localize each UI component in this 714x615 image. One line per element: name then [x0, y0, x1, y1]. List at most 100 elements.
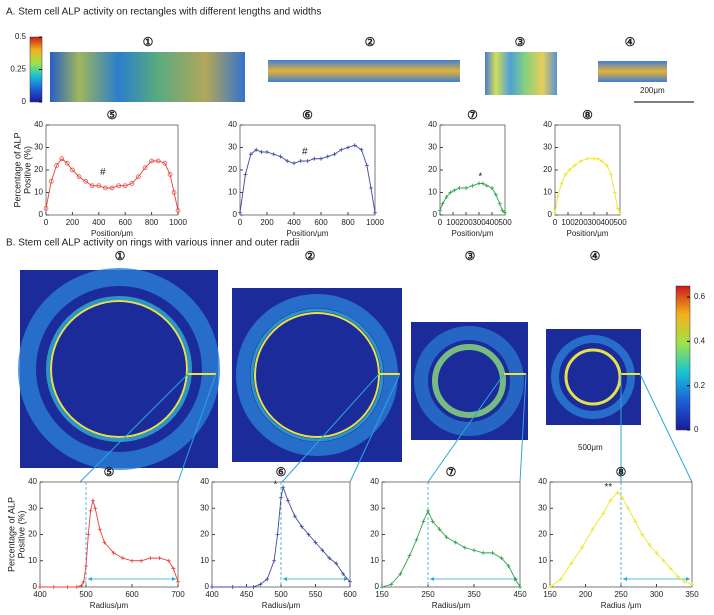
x-tick-label: 250 — [421, 590, 435, 599]
point — [633, 519, 638, 524]
point — [319, 156, 323, 161]
point — [493, 192, 498, 197]
point — [579, 545, 584, 550]
point — [334, 561, 339, 566]
point — [279, 495, 283, 500]
point — [292, 161, 296, 166]
x-tick-label: 550 — [309, 590, 323, 599]
point — [518, 585, 522, 589]
point — [312, 156, 317, 161]
point — [448, 190, 453, 195]
point — [426, 508, 430, 513]
x-tick-label: 700 — [171, 590, 185, 599]
point — [285, 159, 290, 163]
point — [373, 210, 377, 215]
scale-bar-label: 200μm — [640, 86, 665, 95]
point — [555, 195, 560, 199]
x-tick-label: 300 — [472, 218, 486, 227]
point — [142, 165, 148, 171]
x-tick-label: 400 — [33, 590, 47, 599]
point — [313, 540, 318, 545]
plot-frame — [239, 124, 376, 216]
point — [620, 495, 625, 500]
y-tick-label: 0 — [205, 582, 210, 591]
point — [272, 558, 277, 563]
x-axis-label: Radius/μm — [90, 601, 129, 610]
point — [171, 566, 176, 571]
x-tick-label: 400 — [485, 218, 499, 227]
point — [440, 201, 445, 206]
plot-frame — [45, 124, 179, 216]
rect-heatmaps — [50, 52, 667, 102]
point — [210, 585, 214, 589]
point — [503, 210, 507, 215]
point — [243, 172, 248, 177]
x-axis-label: Position/μm — [452, 229, 494, 238]
point — [166, 558, 171, 563]
point — [590, 527, 595, 532]
point — [96, 183, 102, 189]
x-tick-label: 0 — [44, 218, 49, 227]
point — [352, 143, 357, 148]
point — [513, 577, 518, 582]
x-tick-label: 350 — [467, 590, 481, 599]
point — [90, 498, 95, 503]
series-line — [40, 500, 179, 588]
x-tick-label: 800 — [145, 218, 159, 227]
point — [647, 543, 652, 547]
point — [136, 174, 141, 180]
x-tick-label: 200 — [579, 590, 593, 599]
point — [320, 548, 325, 553]
point — [97, 527, 102, 532]
point — [171, 190, 177, 195]
x-tick-label: 500 — [274, 590, 288, 599]
x-tick-label: 500 — [79, 590, 93, 599]
annotation: # — [302, 147, 308, 158]
point — [88, 508, 93, 513]
point — [83, 178, 88, 184]
x-tick-label: 300 — [650, 590, 664, 599]
x-tick-label: 400 — [600, 218, 614, 227]
point — [43, 205, 49, 211]
x-tick-label: 1000 — [169, 218, 187, 227]
point — [251, 585, 256, 589]
point — [254, 147, 259, 152]
point — [59, 156, 65, 162]
y-tick-label: 10 — [428, 188, 437, 197]
x-axis-label: Radius/μm — [262, 601, 301, 610]
x-tick-label: 150 — [543, 590, 557, 599]
x-tick-label: 600 — [125, 590, 139, 599]
y-tick-label: 20 — [538, 530, 547, 539]
point — [122, 183, 128, 189]
plot-frame — [439, 124, 506, 216]
point — [341, 571, 346, 576]
x-tick-label: 800 — [341, 218, 355, 227]
annotation: * — [274, 479, 278, 490]
point — [661, 558, 666, 563]
point — [563, 172, 568, 177]
point — [70, 167, 75, 173]
y-tick-label: 10 — [200, 556, 209, 565]
x-tick-label: 1000 — [366, 218, 384, 227]
y-tick-label: 10 — [538, 556, 547, 565]
point — [654, 550, 659, 555]
point — [452, 188, 457, 193]
point — [497, 201, 502, 206]
point — [111, 550, 116, 555]
point — [281, 485, 286, 490]
point — [626, 506, 631, 511]
image-label: ③ — [465, 249, 476, 263]
y-tick-label: 40 — [28, 477, 37, 486]
x-tick-label: 150 — [375, 590, 389, 599]
y-tick-label: 20 — [370, 530, 379, 539]
point — [444, 535, 449, 540]
y-tick-label: 0 — [33, 582, 38, 591]
point — [592, 156, 596, 161]
point — [265, 577, 270, 582]
y-tick-label: 20 — [28, 530, 37, 539]
series-line — [554, 158, 621, 213]
y-axis-label: Percentage of ALP — [6, 497, 16, 572]
x-tick-label: 0 — [438, 218, 443, 227]
point — [601, 511, 606, 516]
point — [569, 561, 574, 566]
